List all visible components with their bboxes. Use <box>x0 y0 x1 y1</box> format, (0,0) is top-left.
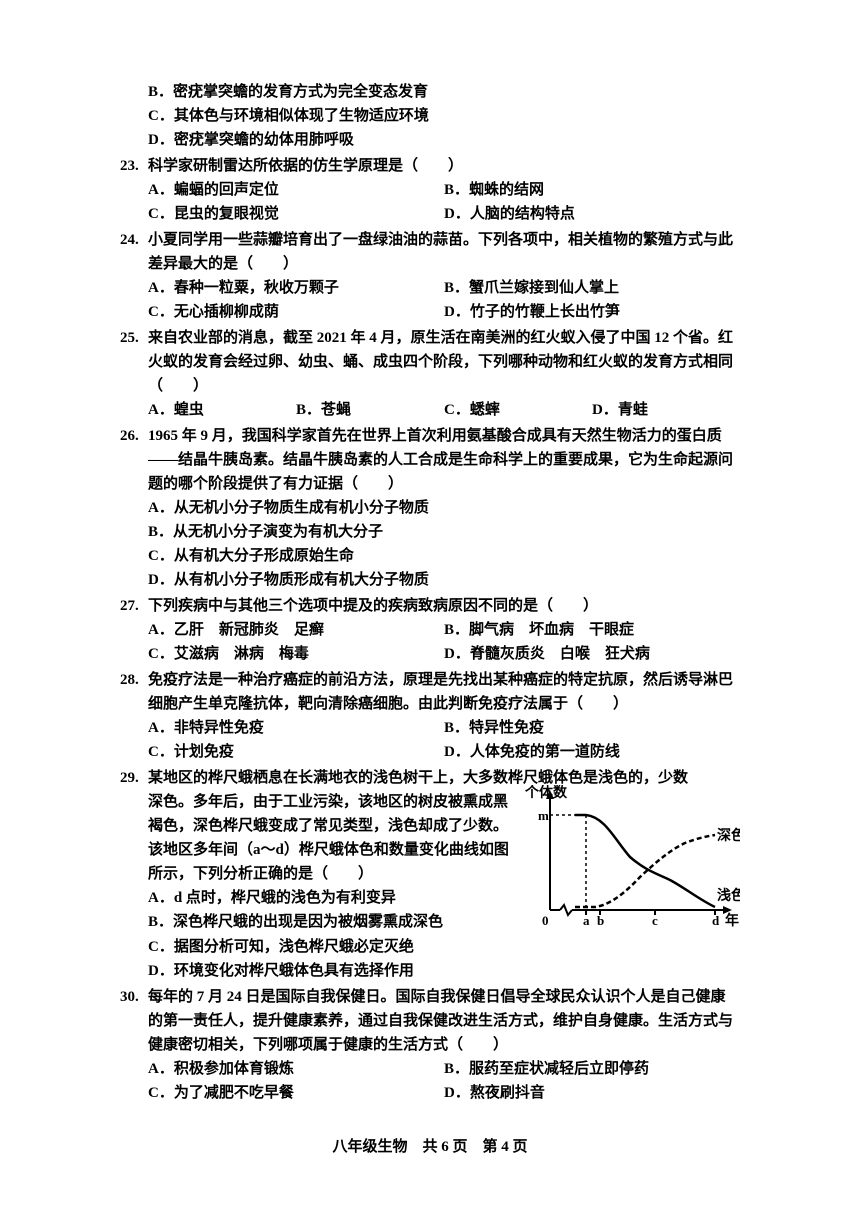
q-number: 27. <box>120 594 148 618</box>
q-stem: 1965 年 9 月，我国科学家首先在世界上首次利用氨基酸合成具有天然生物活力的… <box>148 424 740 496</box>
q-number: 26. <box>120 424 148 496</box>
q-stem: 下列疾病中与其他三个选项中提及的疾病致病原因不同的是（ ） <box>148 594 740 618</box>
svg-text:d: d <box>712 913 720 928</box>
question-28: 28. 免疫疗法是一种治疗癌症的前沿方法，原理是先找出某种癌症的特定抗原，然后诱… <box>120 668 740 716</box>
svg-text:0: 0 <box>542 913 549 928</box>
question-30: 30. 每年的 7 月 24 日是国际自我保健日。国际自我保健日倡导全球民众认识… <box>120 985 740 1057</box>
option-b: B．蜘蛛的结网 <box>444 178 740 202</box>
option-b: B．脚气病 坏血病 干眼症 <box>444 618 740 642</box>
q-stem-line2: 深色。多年后，由于工业污染，该地区的树皮被熏成黑褐色，深色桦尺蛾变成了常见类型，… <box>148 790 510 886</box>
option-d: D．密疣掌突蟾的幼体用肺呼吸 <box>148 128 740 152</box>
question-24: 24. 小夏同学用一些蒜瓣培育出了一盘绿油油的蒜苗。下列各项中，相关植物的繁殖方… <box>120 228 740 276</box>
q-stem: 每年的 7 月 24 日是国际自我保健日。国际自我保健日倡导全球民众认识个人是自… <box>148 985 740 1057</box>
page-footer: 八年级生物 共 6 页 第 4 页 <box>120 1135 740 1159</box>
option-c: C．从有机大分子形成原始生命 <box>148 544 740 568</box>
option-c: C．艾滋病 淋病 梅毒 <box>148 642 444 666</box>
question-29: 29. 某地区的桦尺蛾栖息在长满地衣的浅色树干上，大多数桦尺蛾体色是浅色的，少数… <box>120 766 740 983</box>
q-number: 25. <box>120 326 148 398</box>
option-a: A．d 点时，桦尺蛾的浅色为有利变异 <box>148 886 510 910</box>
option-b: B．蟹爪兰嫁接到仙人掌上 <box>444 276 740 300</box>
option-d: D．人体免疫的第一道防线 <box>444 740 740 764</box>
chart-x-label: 年 <box>725 912 739 929</box>
option-b: B．密疣掌突蟾的发育方式为完全变态发育 <box>148 80 740 104</box>
option-b: B．深色桦尺蛾的出现是因为被烟雾熏成深色 <box>148 910 510 934</box>
q-stem: 免疫疗法是一种治疗癌症的前沿方法，原理是先找出某种癌症的特定抗原，然后诱导淋巴细… <box>148 668 740 716</box>
q-stem: 小夏同学用一些蒜瓣培育出了一盘绿油油的蒜苗。下列各项中，相关植物的繁殖方式与此差… <box>148 228 740 276</box>
chart-m-label: m <box>538 808 549 823</box>
chart-dark-label: 深色 <box>717 827 740 844</box>
question-26: 26. 1965 年 9 月，我国科学家首先在世界上首次利用氨基酸合成具有天然生… <box>120 424 740 496</box>
option-c: C．为了减肥不吃早餐 <box>148 1081 444 1105</box>
option-d: D．从有机小分子物质形成有机大分子物质 <box>148 568 740 592</box>
chart-y-label: 个体数 <box>524 785 568 801</box>
option-c: C．其体色与环境相似体现了生物适应环境 <box>148 104 740 128</box>
option-a: A．蝙蝠的回声定位 <box>148 178 444 202</box>
option-c: C．计划免疫 <box>148 740 444 764</box>
option-c: C．无心插柳柳成荫 <box>148 300 444 324</box>
option-a: A．积极参加体育锻炼 <box>148 1057 444 1081</box>
question-25: 25. 来自农业部的消息，截至 2021 年 4 月，原生活在南美洲的红火蚁入侵… <box>120 326 740 398</box>
option-d: D．竹子的竹鞭上长出竹笋 <box>444 300 740 324</box>
option-c: C．蟋蟀 <box>444 398 592 422</box>
option-a: A．非特异性免疫 <box>148 716 444 740</box>
svg-text:b: b <box>597 913 604 928</box>
q-number: 23. <box>120 154 148 178</box>
question-23: 23. 科学家研制雷达所依据的仿生学原理是（ ） <box>120 154 740 178</box>
svg-text:a: a <box>583 913 590 928</box>
option-a: A．春种一粒粟，秋收万颗子 <box>148 276 444 300</box>
option-d: D．脊髓灰质炎 白喉 狂犬病 <box>444 642 740 666</box>
option-b: B．从无机小分子演变为有机大分子 <box>148 520 740 544</box>
svg-text:c: c <box>652 913 658 928</box>
option-d: D．熬夜刷抖音 <box>444 1081 740 1105</box>
option-d: D．人脑的结构特点 <box>444 202 740 226</box>
q-number: 28. <box>120 668 148 716</box>
q-number: 24. <box>120 228 148 276</box>
option-b: B．特异性免疫 <box>444 716 740 740</box>
chart-light-label: 浅色 <box>717 887 740 904</box>
option-d: D．环境变化对桦尺蛾体色具有选择作用 <box>148 959 740 983</box>
q-stem: 科学家研制雷达所依据的仿生学原理是（ ） <box>148 154 740 178</box>
q-number: 30. <box>120 985 148 1057</box>
option-b: B．服药至症状减轻后立即停药 <box>444 1057 740 1081</box>
option-c: C．昆虫的复眼视觉 <box>148 202 444 226</box>
option-a: A．从无机小分子物质生成有机小分子物质 <box>148 496 740 520</box>
option-a: A．乙肝 新冠肺炎 足癣 <box>148 618 444 642</box>
option-b: B．苍蝇 <box>296 398 444 422</box>
q-number: 29. <box>120 766 148 983</box>
option-c: C．据图分析可知，浅色桦尺蛾必定灭绝 <box>148 935 740 959</box>
option-d: D．青蛙 <box>592 398 740 422</box>
population-curve-chart: m 0 a b c d 个体数 年 深色 浅色 <box>520 785 740 935</box>
question-27: 27. 下列疾病中与其他三个选项中提及的疾病致病原因不同的是（ ） <box>120 594 740 618</box>
option-a: A．蝗虫 <box>148 398 296 422</box>
q-stem: 来自农业部的消息，截至 2021 年 4 月，原生活在南美洲的红火蚁入侵了中国 … <box>148 326 740 398</box>
